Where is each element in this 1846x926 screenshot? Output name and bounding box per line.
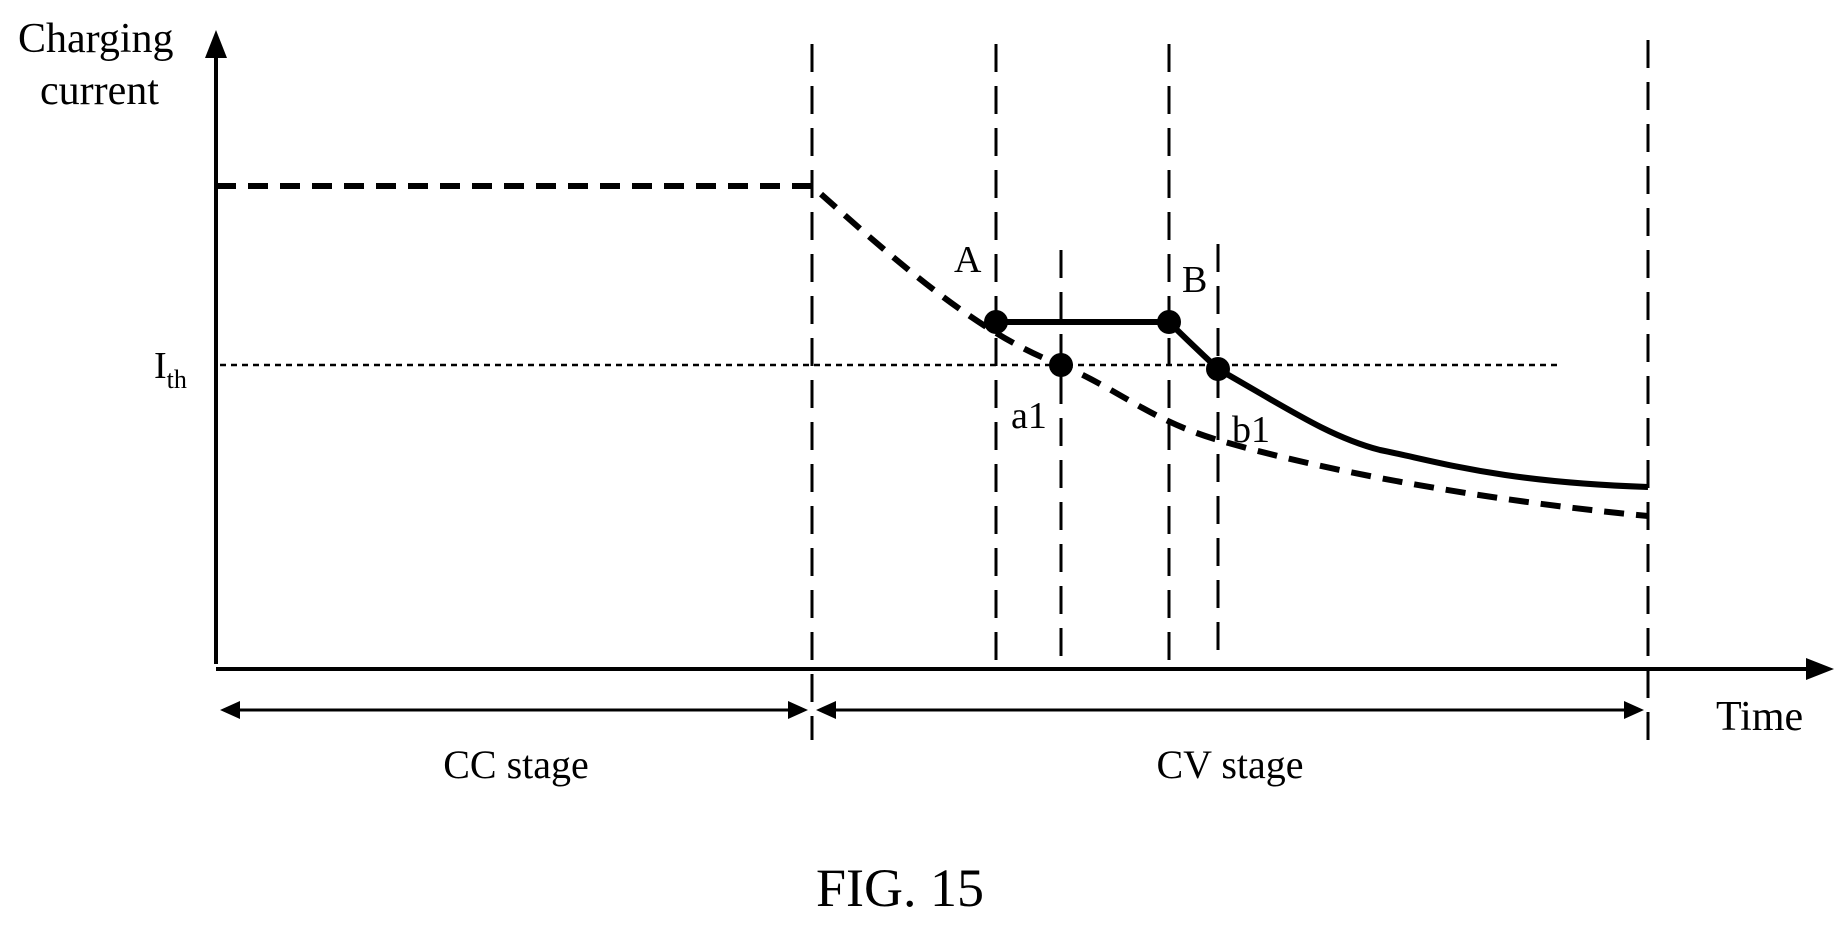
point-A-marker (984, 310, 1008, 334)
cc-stage-label: CC stage (443, 742, 589, 787)
cv-stage-arrow-right (1624, 701, 1644, 719)
y-axis-arrowhead (205, 30, 227, 58)
point-B-label: B (1182, 259, 1207, 301)
point-b1-marker (1206, 357, 1230, 381)
x-axis-title: Time (1716, 694, 1803, 740)
y-axis-title-line2: current (40, 68, 159, 114)
adjusted-charging-curve (996, 319, 1649, 490)
figure-caption: FIG. 15 (816, 858, 984, 918)
x-axis-arrowhead (1806, 658, 1834, 680)
threshold-label-main: I (154, 345, 167, 387)
cc-stage-arrow-left (220, 701, 240, 719)
y-axis-title-line1: Charging (18, 16, 174, 62)
point-a1-label: a1 (1011, 395, 1047, 437)
point-b1-label: b1 (1232, 409, 1270, 451)
point-B-marker (1157, 310, 1181, 334)
cv-stage-label: CV stage (1156, 742, 1303, 787)
cc-stage-arrow-right (788, 701, 808, 719)
point-A-label: A (954, 239, 982, 281)
threshold-label: Ith (154, 345, 187, 394)
threshold-label-sub: th (167, 365, 187, 394)
cv-stage-arrow-left (816, 701, 836, 719)
standard-charging-curve (216, 183, 1649, 519)
point-a1-marker (1049, 353, 1073, 377)
